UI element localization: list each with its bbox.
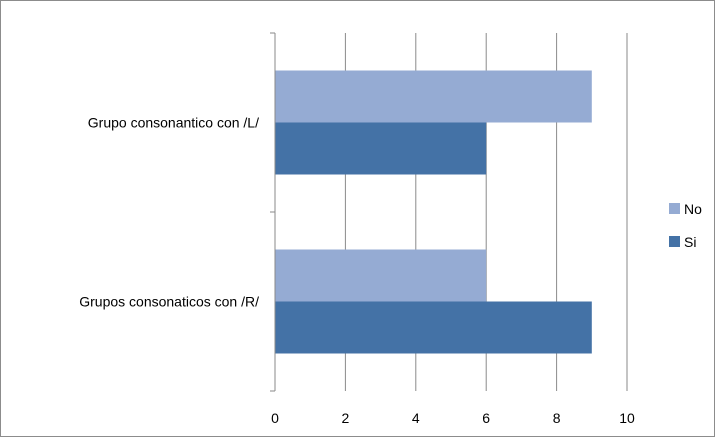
axes xyxy=(270,32,276,392)
legend-label-no: No xyxy=(684,201,702,217)
labels: 0 2 4 6 8 10 Grupo consonantico con /L/Grupos … xyxy=(79,115,635,427)
bar-si-1 xyxy=(275,301,592,354)
x-tick-label-3: 6 xyxy=(482,410,490,426)
x-tick-label-2: 4 xyxy=(412,410,420,426)
category-label-0: Grupo consonantico con /L/ xyxy=(88,115,259,131)
category-label-1: Grupos consonaticos con /R/ xyxy=(79,294,259,310)
legend-label-si: Si xyxy=(684,234,696,250)
x-tick-label-4: 8 xyxy=(553,410,561,426)
bar-no-0 xyxy=(275,70,592,123)
bar-no-1 xyxy=(275,249,487,302)
x-tick-label-0: 0 xyxy=(271,410,279,426)
bars xyxy=(275,70,592,354)
legend-swatch-si xyxy=(669,236,680,247)
x-tick-label-1: 2 xyxy=(342,410,350,426)
legend: No Si xyxy=(669,201,702,250)
legend-swatch-no xyxy=(669,203,680,214)
bar-si-0 xyxy=(275,122,487,175)
x-tick-label-5: 10 xyxy=(619,410,635,426)
